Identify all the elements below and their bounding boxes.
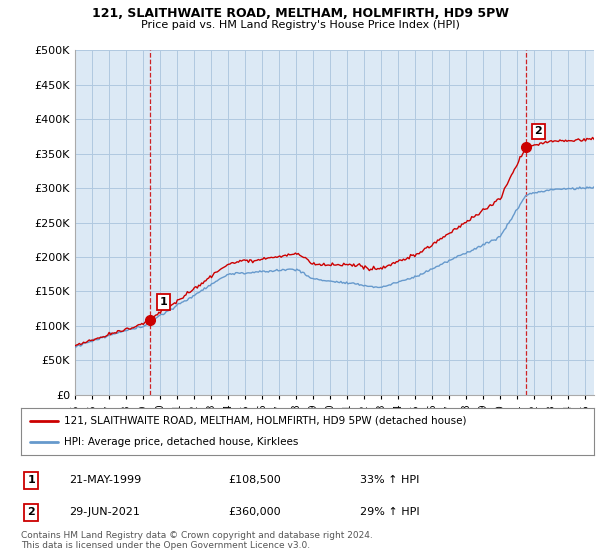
Text: 33% ↑ HPI: 33% ↑ HPI [360, 475, 419, 486]
Text: HPI: Average price, detached house, Kirklees: HPI: Average price, detached house, Kirk… [64, 437, 298, 447]
Text: 121, SLAITHWAITE ROAD, MELTHAM, HOLMFIRTH, HD9 5PW: 121, SLAITHWAITE ROAD, MELTHAM, HOLMFIRT… [91, 7, 509, 20]
Text: 1: 1 [28, 475, 35, 486]
Text: £360,000: £360,000 [228, 507, 281, 517]
Text: 29% ↑ HPI: 29% ↑ HPI [360, 507, 419, 517]
Text: £108,500: £108,500 [228, 475, 281, 486]
Text: 21-MAY-1999: 21-MAY-1999 [69, 475, 141, 486]
Text: 1: 1 [160, 297, 167, 307]
Text: 2: 2 [535, 127, 542, 137]
Text: 29-JUN-2021: 29-JUN-2021 [69, 507, 140, 517]
Text: 2: 2 [28, 507, 35, 517]
Text: Price paid vs. HM Land Registry's House Price Index (HPI): Price paid vs. HM Land Registry's House … [140, 20, 460, 30]
Text: 121, SLAITHWAITE ROAD, MELTHAM, HOLMFIRTH, HD9 5PW (detached house): 121, SLAITHWAITE ROAD, MELTHAM, HOLMFIRT… [64, 416, 466, 426]
Text: Contains HM Land Registry data © Crown copyright and database right 2024.
This d: Contains HM Land Registry data © Crown c… [21, 530, 373, 550]
